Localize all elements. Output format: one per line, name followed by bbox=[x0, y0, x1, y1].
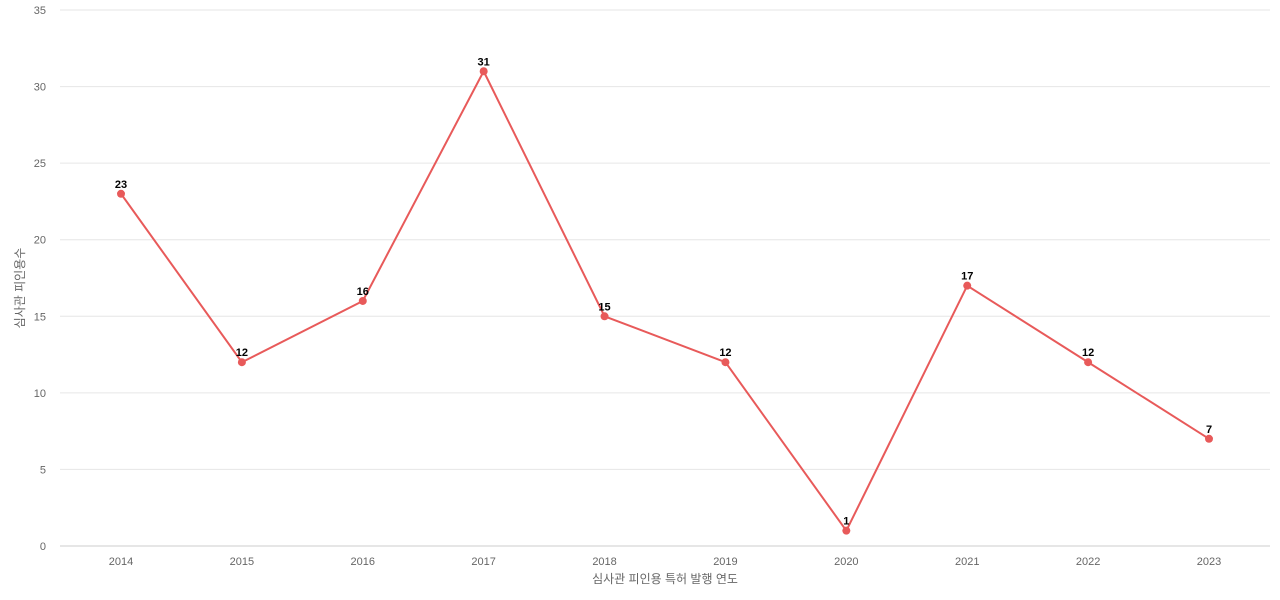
gridlines bbox=[60, 9, 1270, 470]
data-point[interactable] bbox=[721, 358, 730, 367]
x-tick-label: 2018 bbox=[592, 556, 616, 568]
data-label: 31 bbox=[478, 56, 490, 68]
data-labels: 23 12 16 31 15 12 1 17 12 7 bbox=[115, 56, 1212, 527]
data-label: 7 bbox=[1206, 424, 1212, 436]
data-label: 15 bbox=[598, 301, 610, 313]
data-point[interactable] bbox=[842, 526, 851, 535]
data-label: 12 bbox=[719, 347, 731, 359]
data-label: 12 bbox=[236, 347, 248, 359]
x-tick-label: 2016 bbox=[351, 556, 375, 568]
y-axis-title: 심사관 피인용수 bbox=[13, 248, 27, 329]
x-axis-title: 심사관 피인용 특허 발행 연도 bbox=[592, 571, 738, 586]
x-tick-label: 2017 bbox=[471, 556, 495, 568]
y-tick-label: 25 bbox=[34, 158, 46, 170]
x-tick-label: 2023 bbox=[1197, 556, 1221, 568]
data-label: 17 bbox=[961, 271, 973, 283]
y-tick-label: 30 bbox=[34, 82, 46, 94]
axes: 0 5 10 15 20 25 30 35 2014 2015 2016 2017 2018 2019 20… bbox=[34, 5, 1270, 568]
data-point[interactable] bbox=[1205, 434, 1213, 443]
y-tick-label: 5 bbox=[40, 464, 46, 476]
x-tick-label: 2019 bbox=[713, 556, 737, 568]
x-tick-label: 2022 bbox=[1076, 556, 1100, 568]
data-point[interactable] bbox=[358, 296, 367, 305]
data-point[interactable] bbox=[237, 358, 246, 367]
x-tick-label: 2015 bbox=[230, 556, 254, 568]
data-point[interactable] bbox=[1084, 358, 1093, 367]
data-point[interactable] bbox=[117, 189, 125, 198]
x-tick-label: 2014 bbox=[109, 556, 133, 568]
x-tick-label: 2021 bbox=[955, 556, 979, 568]
y-tick-label: 10 bbox=[34, 388, 46, 400]
y-tick-label: 0 bbox=[40, 541, 46, 553]
y-tick-label: 15 bbox=[34, 311, 46, 323]
x-tick-label: 2020 bbox=[834, 556, 858, 568]
y-tick-label: 35 bbox=[34, 5, 46, 17]
data-label: 23 bbox=[115, 179, 127, 191]
data-label: 1 bbox=[843, 516, 849, 528]
data-point[interactable] bbox=[600, 312, 609, 321]
data-point[interactable] bbox=[479, 67, 488, 76]
data-label: 12 bbox=[1082, 347, 1094, 359]
series-line bbox=[120, 69, 1210, 533]
data-label: 16 bbox=[357, 286, 369, 298]
y-tick-label: 20 bbox=[34, 235, 46, 247]
data-point[interactable] bbox=[963, 281, 972, 290]
series bbox=[117, 67, 1213, 535]
